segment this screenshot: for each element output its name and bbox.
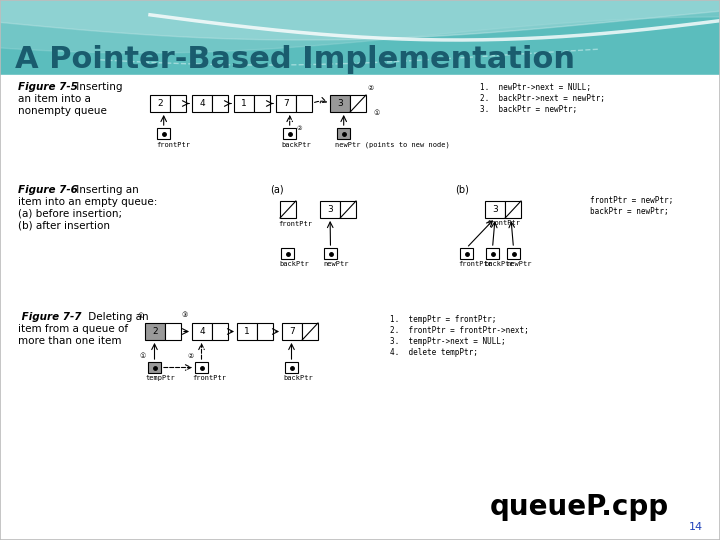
Bar xyxy=(505,201,521,218)
Bar xyxy=(280,201,296,218)
Text: 4: 4 xyxy=(199,99,205,108)
Text: ①: ① xyxy=(374,110,380,116)
Bar xyxy=(254,95,270,112)
Bar xyxy=(212,95,228,112)
Text: ②: ② xyxy=(296,126,302,131)
Bar xyxy=(192,95,212,112)
Bar xyxy=(165,323,181,340)
Text: 1: 1 xyxy=(241,99,247,108)
Bar xyxy=(170,95,186,112)
Text: 1: 1 xyxy=(244,327,250,336)
Bar xyxy=(281,248,294,259)
Text: frontPtr: frontPtr xyxy=(278,221,312,227)
Bar xyxy=(257,323,273,340)
Text: frontPtr: frontPtr xyxy=(486,220,520,226)
Bar xyxy=(157,128,170,139)
Text: Inserting an: Inserting an xyxy=(73,185,139,195)
Text: newPtr: newPtr xyxy=(323,261,348,267)
Text: 2: 2 xyxy=(152,327,158,336)
Text: (a): (a) xyxy=(270,185,284,195)
Text: tempPtr: tempPtr xyxy=(146,375,176,381)
Text: more than one item: more than one item xyxy=(18,336,122,346)
Bar xyxy=(285,362,298,373)
Bar xyxy=(0,75,720,540)
Text: Figure 7-6: Figure 7-6 xyxy=(18,185,78,195)
Text: 3: 3 xyxy=(327,205,333,214)
Text: backPtr: backPtr xyxy=(283,375,312,381)
Text: (b): (b) xyxy=(455,185,469,195)
Text: (b) after insertion: (b) after insertion xyxy=(18,221,110,231)
Text: 1.  newPtr->next = NULL;: 1. newPtr->next = NULL; xyxy=(480,83,591,92)
Bar xyxy=(507,248,520,259)
Text: item into an empty queue:: item into an empty queue: xyxy=(18,197,158,207)
Bar xyxy=(320,201,340,218)
Text: (a) before insertion;: (a) before insertion; xyxy=(18,209,122,219)
Text: 3.  backPtr = newPtr;: 3. backPtr = newPtr; xyxy=(480,105,577,114)
Text: newPtr (points to new node): newPtr (points to new node) xyxy=(336,142,450,149)
Bar xyxy=(276,95,296,112)
Text: Deleting an: Deleting an xyxy=(85,312,148,322)
Text: 2: 2 xyxy=(157,99,163,108)
Bar xyxy=(192,323,212,340)
Bar xyxy=(195,362,208,373)
Text: 3: 3 xyxy=(492,205,498,214)
Bar xyxy=(237,323,257,340)
Text: 7: 7 xyxy=(283,99,289,108)
Bar xyxy=(337,128,350,139)
Text: 2.  frontPtr = frontPtr->next;: 2. frontPtr = frontPtr->next; xyxy=(390,326,528,335)
Text: an item into a: an item into a xyxy=(18,94,91,104)
Bar xyxy=(302,323,318,340)
Text: queueP.cpp: queueP.cpp xyxy=(490,493,669,521)
Text: backPtr: backPtr xyxy=(484,261,514,267)
Text: frontPtr: frontPtr xyxy=(192,375,226,381)
Text: 4: 4 xyxy=(199,327,205,336)
Bar xyxy=(330,95,350,112)
Text: 14: 14 xyxy=(689,522,703,532)
Bar xyxy=(486,248,499,259)
Text: 1.  tempPtr = frontPtr;: 1. tempPtr = frontPtr; xyxy=(390,315,496,324)
Text: frontPtr: frontPtr xyxy=(458,261,492,267)
Text: Inserting: Inserting xyxy=(73,82,122,92)
Bar xyxy=(150,95,170,112)
Text: nonempty queue: nonempty queue xyxy=(18,106,107,116)
Text: 2.  backPtr->next = newPtr;: 2. backPtr->next = newPtr; xyxy=(480,94,605,103)
Text: frontPtr = newPtr;: frontPtr = newPtr; xyxy=(590,196,673,205)
Text: backPtr = newPtr;: backPtr = newPtr; xyxy=(590,207,669,216)
Text: ①: ① xyxy=(140,353,146,359)
Bar xyxy=(145,323,165,340)
Text: A Pointer-Based Implementation: A Pointer-Based Implementation xyxy=(15,45,575,74)
Bar xyxy=(350,95,366,112)
Text: 7: 7 xyxy=(289,327,295,336)
Text: frontPtr: frontPtr xyxy=(156,142,190,148)
Text: backPtr: backPtr xyxy=(282,142,311,148)
Text: Figure 7-5: Figure 7-5 xyxy=(18,82,78,92)
Bar xyxy=(234,95,254,112)
Bar xyxy=(282,323,302,340)
Text: 3: 3 xyxy=(337,99,343,108)
Bar xyxy=(340,201,356,218)
Text: item from a queue of: item from a queue of xyxy=(18,324,128,334)
Bar xyxy=(324,248,337,259)
Text: Figure 7-7: Figure 7-7 xyxy=(18,312,81,322)
Bar xyxy=(296,95,312,112)
Text: ②: ② xyxy=(187,353,193,359)
Text: newPtr: newPtr xyxy=(506,261,531,267)
Bar xyxy=(212,323,228,340)
Text: backPtr: backPtr xyxy=(279,261,309,267)
Text: ①: ① xyxy=(137,313,143,319)
Bar xyxy=(460,248,473,259)
Bar xyxy=(0,0,720,75)
Text: 3.  tempPtr->next = NULL;: 3. tempPtr->next = NULL; xyxy=(390,337,505,346)
Bar xyxy=(485,201,505,218)
Text: ③: ③ xyxy=(182,312,188,318)
Text: ②: ② xyxy=(367,85,373,91)
Text: 4.  delete tempPtr;: 4. delete tempPtr; xyxy=(390,348,478,357)
Bar xyxy=(148,362,161,373)
Bar xyxy=(283,128,296,139)
